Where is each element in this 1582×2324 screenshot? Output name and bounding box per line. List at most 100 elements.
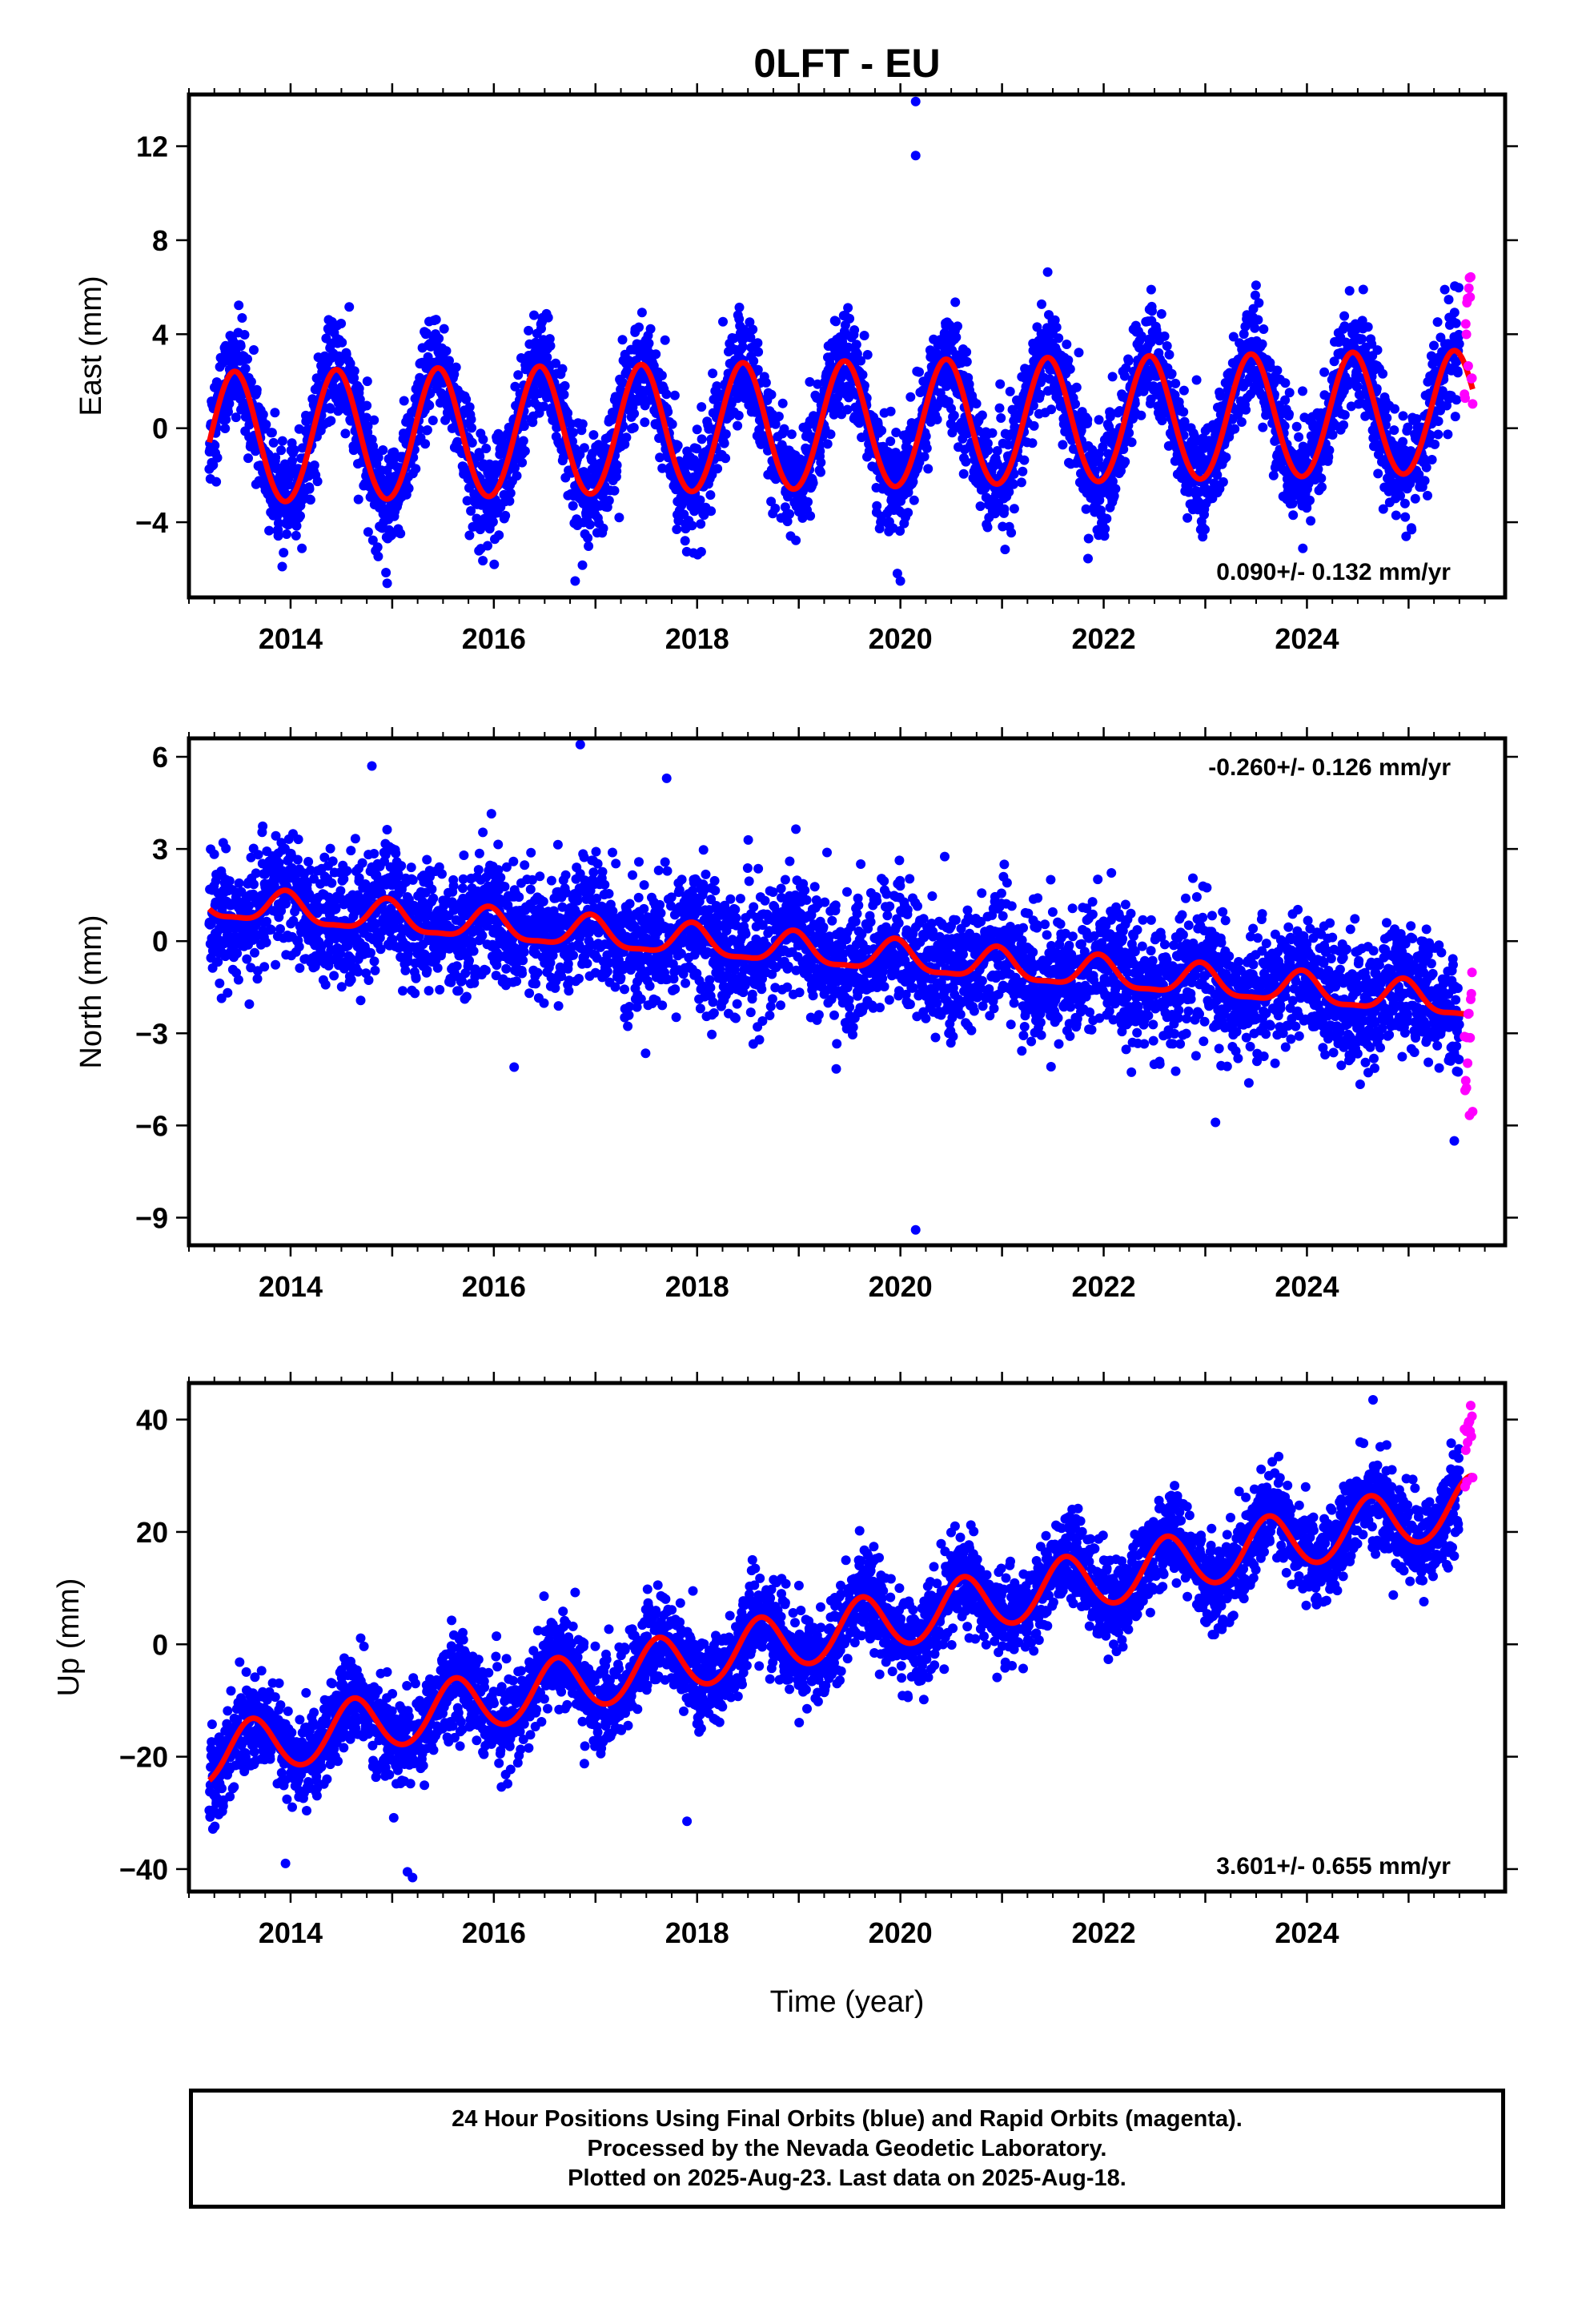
final-orbit-point [1389, 425, 1399, 436]
final-orbit-point [1390, 404, 1399, 414]
final-orbit-point [240, 364, 251, 374]
final-orbit-point [434, 333, 444, 344]
final-orbit-point [996, 413, 1006, 423]
final-orbit-point [577, 419, 588, 429]
final-orbit-point [1009, 468, 1019, 479]
final-orbit-point [304, 484, 315, 494]
final-orbit-point [614, 513, 624, 523]
final-orbit-point [1288, 510, 1299, 521]
final-orbit-point [212, 452, 223, 463]
final-orbit-point [987, 428, 998, 438]
y-axis-label: East (mm) [74, 275, 108, 416]
final-orbit-point [1317, 482, 1327, 493]
final-orbit-point [232, 948, 243, 959]
final-orbit-point [584, 541, 594, 551]
final-orbit-point [766, 389, 777, 400]
final-orbit-point [1452, 356, 1462, 367]
final-orbit-point [271, 830, 281, 841]
final-orbit-point [291, 530, 301, 541]
final-orbit-point [687, 521, 697, 531]
final-orbit-point [612, 460, 622, 470]
final-orbit-point [1018, 466, 1028, 476]
final-orbit-point [1414, 469, 1424, 480]
final-orbit-point [422, 425, 432, 435]
final-orbit-point [344, 302, 355, 312]
final-orbit-point [816, 467, 825, 477]
y-tick-label: 8 [152, 224, 168, 257]
final-orbit-point [1324, 445, 1335, 456]
final-orbit-point [421, 328, 432, 338]
final-orbit-point [1250, 290, 1260, 300]
final-orbit-point [1058, 440, 1068, 450]
final-orbit-point [842, 404, 853, 415]
final-orbit-point [995, 379, 1006, 389]
final-orbit-point [583, 533, 593, 543]
final-orbit-point [568, 428, 578, 438]
final-orbit-point [862, 350, 873, 360]
final-orbit-point [697, 402, 707, 412]
final-orbit-point [692, 424, 702, 435]
y-tick-label: 4 [152, 318, 168, 351]
final-orbit-point [420, 439, 431, 449]
final-orbit-point [428, 416, 438, 425]
final-orbit-point [1241, 404, 1251, 415]
final-orbit-point [404, 483, 414, 493]
final-orbit-point [1123, 356, 1134, 366]
final-orbit-point [500, 510, 511, 521]
final-orbit-point [305, 495, 315, 505]
y-tick-label: 0 [152, 412, 168, 445]
final-orbit-point [1339, 321, 1350, 332]
final-orbit-point [268, 437, 279, 448]
final-orbit-point [539, 401, 549, 412]
final-orbit-point [253, 850, 263, 860]
final-orbit-point [816, 457, 826, 468]
final-orbit-point [1425, 430, 1435, 440]
final-orbit-point [851, 340, 861, 350]
final-orbit-point [748, 324, 758, 335]
final-orbit-point [786, 429, 797, 440]
final-orbit-point [1221, 452, 1231, 462]
final-orbit-point [999, 504, 1010, 514]
final-orbit-point [518, 436, 528, 446]
final-orbit-point [276, 906, 287, 916]
final-orbit-point [337, 337, 347, 348]
final-orbit-point [706, 506, 717, 517]
final-orbit-point [1191, 375, 1202, 385]
final-orbit-point [243, 354, 252, 364]
final-orbit-point [342, 866, 352, 876]
final-orbit-point [1284, 388, 1295, 398]
final-orbit-point [208, 460, 219, 470]
final-orbit-point [1329, 356, 1339, 367]
final-orbit-point [1439, 284, 1450, 295]
final-orbit-point [1268, 470, 1279, 480]
final-orbit-point [895, 576, 905, 586]
final-orbit-point [1272, 365, 1283, 376]
final-orbit-point [1253, 315, 1263, 325]
final-orbit-point [251, 384, 262, 395]
final-orbit-point [1159, 331, 1170, 341]
final-orbit-point [983, 445, 994, 456]
final-orbit-point [1433, 416, 1443, 426]
x-axis-label: Time (year) [770, 1985, 925, 2019]
final-orbit-point [1344, 286, 1355, 296]
final-orbit-point [277, 436, 287, 446]
final-orbit-point [849, 325, 860, 336]
final-orbit-point [1291, 421, 1302, 432]
final-orbit-point [1280, 378, 1291, 388]
final-orbit-point [542, 352, 552, 363]
final-orbit-point [696, 519, 706, 529]
final-orbit-point [424, 400, 435, 411]
final-orbit-point [656, 370, 667, 380]
final-orbit-point [1083, 533, 1094, 544]
final-orbit-point [1146, 284, 1156, 295]
final-orbit-point [1449, 308, 1460, 318]
final-orbit-point [753, 338, 763, 348]
final-orbit-point [1400, 512, 1411, 522]
final-orbit-point [274, 858, 284, 868]
final-orbit-point [220, 424, 231, 433]
final-orbit-point [1284, 409, 1294, 420]
final-orbit-point [1037, 299, 1046, 309]
rapid-orbit-point [1461, 329, 1472, 340]
final-orbit-point [1009, 504, 1019, 514]
